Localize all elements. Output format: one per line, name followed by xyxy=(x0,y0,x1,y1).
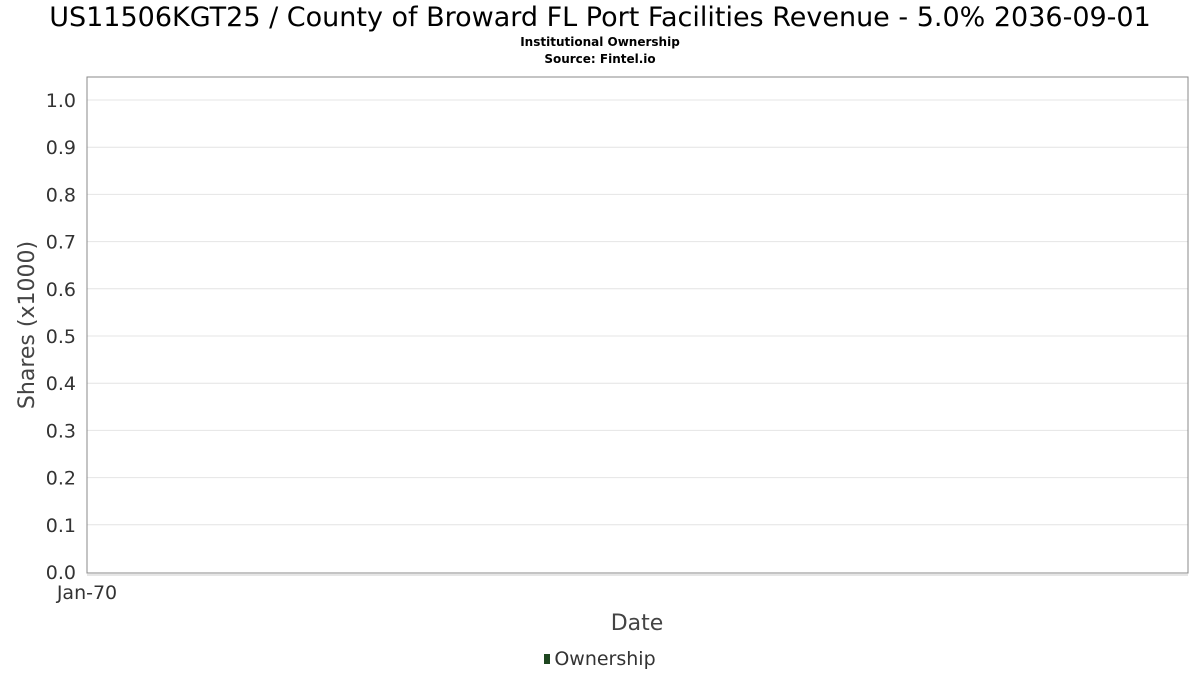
y-tick-label: 0.6 xyxy=(46,279,76,301)
plot-frame xyxy=(86,76,1189,574)
y-axis-ticks: 0.0 0.1 0.2 0.3 0.4 0.5 0.6 0.7 0.8 0.9 1.0 xyxy=(46,90,76,584)
y-tick-label: 0.2 xyxy=(46,468,76,490)
y-tick-label: 0.1 xyxy=(46,515,76,537)
gridlines xyxy=(87,99,1188,526)
x-tick-label: Jan-70 xyxy=(56,582,117,604)
y-tick-label: 0.4 xyxy=(46,373,76,395)
y-tick-label: 1.0 xyxy=(46,90,76,112)
chart-source: Source: Fintel.io xyxy=(544,52,656,66)
y-tick-label: 0.0 xyxy=(46,562,76,584)
y-tick-label: 0.3 xyxy=(46,420,76,442)
legend-swatch-ownership xyxy=(544,654,551,664)
legend: Ownership xyxy=(0,648,1200,670)
y-tick-label: 0.7 xyxy=(46,232,76,254)
y-tick-label: 0.9 xyxy=(46,137,76,159)
x-axis-title: Date xyxy=(611,611,664,636)
x-axis-ticks: Jan-70 xyxy=(56,582,117,604)
y-tick-label: 0.5 xyxy=(46,326,76,348)
y-axis-title: Shares (x1000) xyxy=(15,241,40,409)
chart-title: US11506KGT25 / County of Broward FL Port… xyxy=(49,2,1151,33)
chart-subtitle: Institutional Ownership xyxy=(520,35,680,49)
y-tick-label: 0.8 xyxy=(46,184,76,206)
legend-label-ownership: Ownership xyxy=(554,648,656,670)
